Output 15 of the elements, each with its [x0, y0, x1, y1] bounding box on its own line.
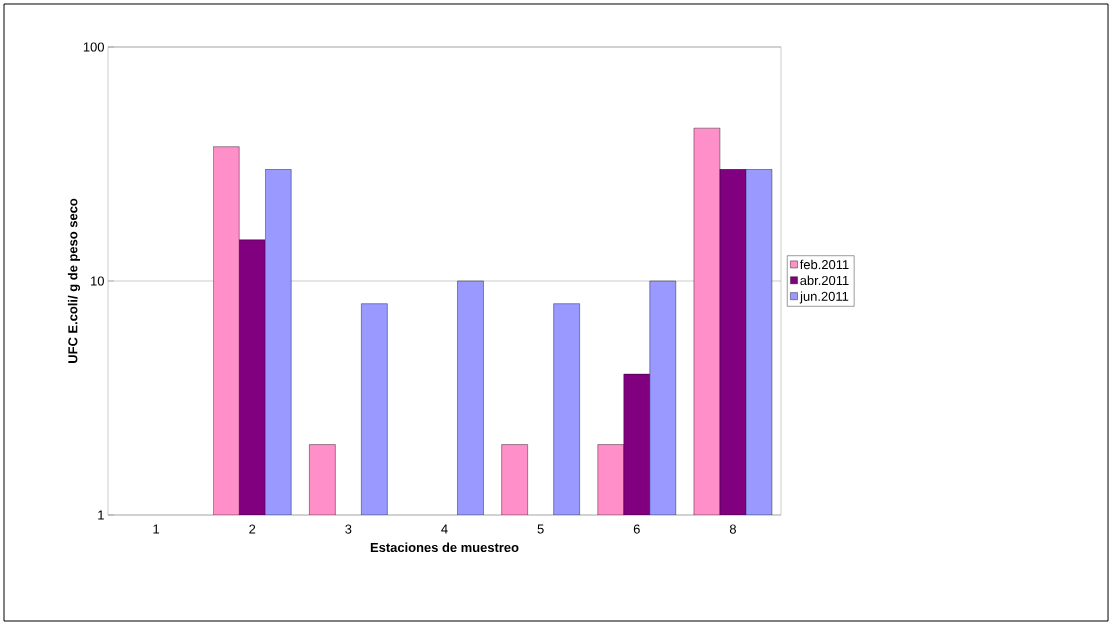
y-tick-label: 1: [98, 510, 104, 520]
y-axis-title: UFC E.coli/ g de peso seco: [67, 198, 81, 363]
x-axis-title: Estaciones de muestreo: [370, 542, 519, 553]
legend-label: jun.2011: [799, 291, 849, 304]
x-tick-label: 4: [441, 524, 448, 534]
y-tick-label: 100: [83, 42, 104, 52]
x-tick-label: 8: [729, 524, 736, 534]
x-tick-label: 2: [249, 524, 256, 534]
x-tick-label: 6: [633, 524, 640, 534]
x-tick-label: 1: [153, 524, 160, 534]
y-tick-label: 10: [91, 276, 104, 286]
legend-label: feb.2011: [799, 259, 849, 270]
legend-label: abr.2011: [800, 275, 849, 286]
x-tick-label: 5: [537, 524, 544, 534]
x-tick-label: 3: [345, 524, 352, 534]
